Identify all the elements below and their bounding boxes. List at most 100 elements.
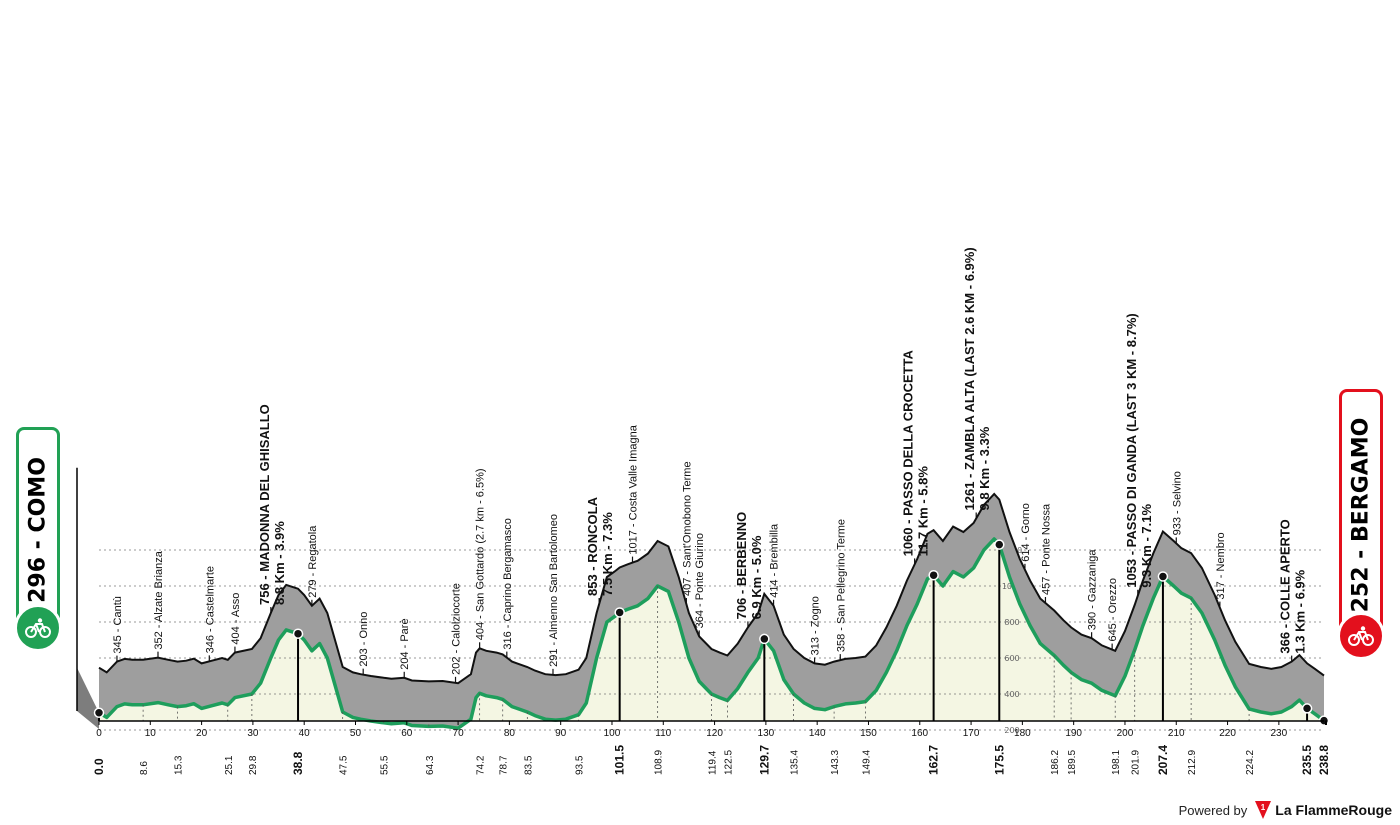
x-tick-label: 120 [706,728,723,739]
waypoint-label: 366 - COLLE APERTO [1278,519,1293,653]
climb-stats-label: 9.8 Km - 3.3% [977,426,992,510]
climb-stats-label: 7.5 Km - 7.3% [600,512,615,596]
elevation-profile [76,467,1325,729]
waypoint-label: 457 - Ponte Nossa [1040,503,1052,595]
km-label: 83.5 [523,755,534,775]
brand-link[interactable]: 1 La FlammeRouge [1255,801,1392,819]
altitude-tick-label: 400 [1004,690,1019,699]
x-tick-label: 60 [401,728,413,739]
climb-stats-label: 11.7 Km - 5.8% [916,466,931,557]
km-label: 198.1 [1111,750,1122,775]
x-tick-label: 190 [1065,728,1082,739]
finish-label: 252 - BERGAMO [1348,417,1374,613]
terrain-band [99,494,1324,729]
km-label: 143.3 [830,750,841,775]
km-label: 149.4 [861,750,872,775]
profile-side-face [77,667,99,729]
waypoint-label: 317 - Nembro [1215,532,1227,599]
waypoint-lines [98,512,1325,727]
waypoint-label: 404 - San Gottardo (2.7 km - 6.5%) [475,468,487,640]
profile-fill [99,539,1324,729]
x-tick-label: 20 [196,728,208,739]
km-label: 78.7 [499,755,510,775]
waypoint-label: 352 - Alzate Brianza [153,550,165,649]
powered-by-prefix: Powered by [1178,802,1248,818]
km-label: 47.5 [339,755,350,775]
waypoint-label: 316 - Caprino Bergamasco [502,518,514,649]
x-tick-label: 220 [1219,728,1236,739]
km-label: 212.9 [1187,750,1198,775]
flamme-rouge-logo: 1 [1255,801,1272,819]
km-label: 129.7 [757,745,771,775]
x-tick-label: 100 [604,728,621,739]
x-tick-label: 230 [1271,728,1288,739]
waypoint-label: 614 - Gorno [1020,503,1032,562]
km-label: 25.1 [224,755,235,775]
waypoint-label: 364 - Ponte Giurino [694,533,706,628]
waypoint-label: 756 - MADONNA DEL GHISALLO [257,404,272,605]
x-tick-label: 50 [350,728,362,739]
km-label: 122.5 [723,750,734,775]
waypoint-label: 291 - Almenno San Bartolomeo [548,514,560,667]
x-tick-label: 130 [758,728,775,739]
altitude-tick-label: 200 [1004,726,1019,735]
waypoint-label: 1261 - ZAMBLA ALTA (LAST 2.6 KM - 6.9%) [962,247,977,510]
km-label: 201.9 [1131,750,1142,775]
summit-dot [994,539,1005,550]
waypoint-label: 346 - Castelmarte [204,566,216,653]
climb-stats-label: 1.3 Km - 6.9% [1293,569,1308,653]
waypoint-label: 706 - BERBENNO [734,512,749,620]
waypoint-label: 1060 - PASSO DELLA CROCETTA [901,349,916,556]
waypoint-label: 279 - Regatola [307,525,319,598]
km-label: 101.5 [613,745,627,775]
km-label: 119.4 [708,750,719,775]
x-tick-label: 90 [555,728,567,739]
km-label: 207.4 [1156,745,1170,775]
climb-stats-label: 8.8 Km - 3.9% [272,521,287,605]
km-label: 8.6 [139,761,150,775]
km-label: 238.8 [1317,745,1331,775]
km-label: 0.0 [92,758,106,775]
chart-background [99,539,1324,729]
altitude-tick-label: 800 [1004,618,1019,627]
summit-dot [759,633,770,645]
x-tick-label: 110 [655,728,671,739]
cyclist-icon [1337,612,1385,660]
x-tick-label: 80 [504,728,516,739]
x-tick-label: 180 [1014,728,1031,739]
x-tick-label: 70 [453,728,465,739]
x-tick-label: 0 [96,728,102,739]
svg-text:1: 1 [1261,803,1266,812]
x-tick-label: 10 [145,728,157,739]
waypoint-label: 358 - San Pellegrino Terme [835,519,847,652]
km-label: 15.3 [173,755,184,775]
km-label: 108.9 [654,750,665,775]
waypoint-labels: 345 - Cantù 352 - Alzate Brianza 346 - Cas… [112,247,1308,674]
x-tick-label: 150 [860,728,877,739]
x-tick-label: 160 [911,728,928,739]
waypoint-label: 204 - Parè [399,618,411,669]
x-tick-label: 140 [809,728,826,739]
summit-markers [93,539,1330,726]
distance-axis: 0 10 20 30 40 50 60 70 80 90 100 110 120 130 140 150 160… [92,720,1331,775]
km-label: 55.5 [380,755,391,775]
x-tick-label: 200 [1117,728,1134,739]
waypoint-label: 404 - Asso [230,593,242,645]
waypoint-label: 313 - Zogno [810,596,822,655]
waypoint-label: 203 - Onno [358,612,370,667]
x-tick-label: 210 [1168,728,1185,739]
brand-name: La FlammeRouge [1275,802,1392,818]
waypoint-label: 645 - Orezzo [1107,578,1119,642]
summit-dot [1157,571,1169,582]
waypoint-label: 1017 - Costa Valle Imagna [628,424,640,554]
climb-stats-label: 6.9 Km - 5.0% [749,535,764,619]
summit-dot [1301,703,1313,714]
summit-dot [93,707,105,718]
km-label: 74.2 [476,755,487,775]
summit-dot [928,569,939,581]
km-label: 93.5 [575,755,586,775]
summit-dot [292,628,304,639]
km-label: 29.8 [248,755,259,775]
km-label: 224.2 [1245,750,1256,775]
km-label: 64.3 [425,755,436,775]
